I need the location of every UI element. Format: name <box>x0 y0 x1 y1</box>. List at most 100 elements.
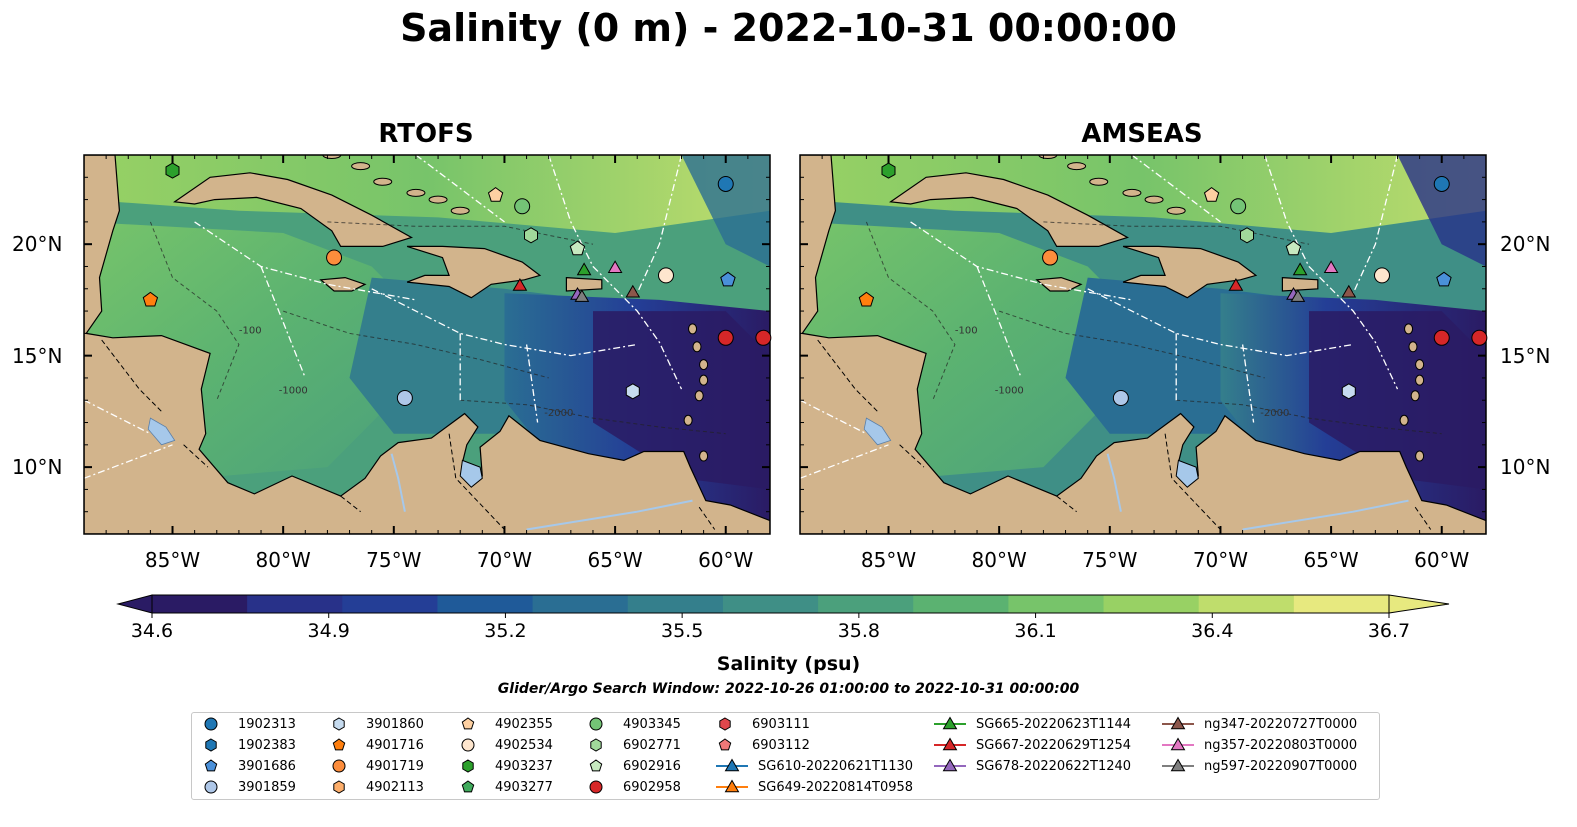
legend-label: 6903111 <box>752 716 810 732</box>
bathymetry-contour <box>327 221 594 245</box>
antilles-island <box>1415 359 1425 371</box>
lat-tick-label: 15°N <box>12 343 63 368</box>
lake-nicaragua <box>147 417 176 446</box>
platform-marker <box>1373 267 1390 284</box>
eez-boundary <box>976 266 1022 379</box>
colorbar-segment <box>913 595 1009 613</box>
legend-label: SG610-20220621T1130 <box>758 758 914 774</box>
map-panel-rtofs: -100 -1000 -2000 <box>83 154 772 535</box>
eez-boundary <box>800 399 867 435</box>
legend-marker <box>204 759 218 772</box>
river <box>1106 453 1122 512</box>
legend-label: 4902113 <box>366 779 424 795</box>
country-border <box>183 444 209 468</box>
legend-item: 4903277 <box>457 777 553 797</box>
eez-boundary <box>1087 288 1354 357</box>
legend-marker <box>942 716 958 730</box>
platform-marker <box>574 289 590 302</box>
legend-label: SG649-20220814T0958 <box>758 779 914 795</box>
legend-marker <box>724 758 740 772</box>
antilles-island <box>699 374 709 386</box>
legend-marker <box>589 780 603 794</box>
legend-marker-icon <box>716 779 748 793</box>
legend-label: 1902383 <box>238 737 296 753</box>
legend-marker-icon <box>589 717 603 731</box>
legend-item: 4902355 <box>457 714 553 734</box>
bathymetry-contour <box>865 221 956 401</box>
legend-marker-icon <box>333 717 345 731</box>
platform-marker <box>1203 186 1220 202</box>
legend-label: 3901859 <box>238 779 296 795</box>
legend-item: ng357-20220803T0000 <box>1160 735 1357 755</box>
legend-marker <box>461 780 475 793</box>
country-border <box>1414 506 1432 530</box>
legend-marker <box>333 717 345 731</box>
eez-boundary <box>260 266 306 379</box>
colorbar-tick-label: 34.6 <box>130 620 174 642</box>
colorbar-tick-label: 35.2 <box>484 620 527 642</box>
colorbar-segment <box>1293 595 1390 613</box>
legend-marker <box>589 717 603 731</box>
legend-marker <box>461 738 475 752</box>
legend-item: 6902958 <box>585 777 681 797</box>
legend-marker-icon <box>333 780 345 794</box>
platform-marker <box>576 262 592 276</box>
colorbar-extend-max <box>1388 594 1450 614</box>
legend-marker-icon <box>461 717 475 730</box>
eez-boundary <box>525 344 539 423</box>
antilles-island <box>688 323 698 335</box>
legend-label: 4903237 <box>495 758 553 774</box>
platform-marker <box>326 249 343 266</box>
legend-marker-icon <box>934 758 966 772</box>
antilles-island <box>699 359 709 371</box>
platform-marker <box>1433 175 1450 192</box>
legend-item: SG610-20220621T1130 <box>714 756 913 776</box>
colorbar-segment <box>1198 595 1295 613</box>
colorbar-tick-label: 35.8 <box>837 620 880 642</box>
map-panel-amseas: -100 -1000 -2000 <box>799 154 1488 535</box>
platform-marker <box>607 260 623 273</box>
colorbar-segment <box>1008 595 1105 613</box>
antilles-island <box>694 390 704 402</box>
platform-marker <box>1290 289 1306 302</box>
platform-marker <box>717 329 734 346</box>
platform-marker <box>755 329 772 346</box>
legend-marker <box>724 779 740 793</box>
legend-item: 3901859 <box>200 777 296 797</box>
legend-item: SG649-20220814T0958 <box>714 777 913 797</box>
river <box>1242 499 1409 531</box>
salinity-zone-core <box>593 311 770 490</box>
colorbar <box>116 594 1450 618</box>
colorbar-segment <box>247 595 343 613</box>
jamaica <box>1035 276 1083 292</box>
map-body-amseas: -100 -1000 -2000 <box>800 155 1486 534</box>
platform-marker <box>396 390 413 407</box>
lon-tick-label: 70°W <box>1192 548 1249 572</box>
legend-marker-icon <box>934 737 966 751</box>
lat-tick-label: 15°N <box>1500 343 1551 368</box>
legend-item: SG665-20220623T1144 <box>932 714 1131 734</box>
colorbar-segment <box>152 595 248 613</box>
legend-marker <box>942 758 958 772</box>
platform-marker <box>657 267 674 284</box>
cuba <box>173 172 414 247</box>
bahamas-island <box>1089 177 1109 186</box>
bahamas-island <box>373 177 393 186</box>
map-frame <box>83 154 771 535</box>
bahamas-island <box>450 206 470 215</box>
mainland <box>84 155 770 534</box>
legend-marker <box>462 759 474 773</box>
lon-tick-label: 80°W <box>255 548 311 572</box>
legend-label: SG678-20220622T1240 <box>976 758 1132 774</box>
platform-marker <box>1230 198 1247 215</box>
legend-item: 4903237 <box>457 756 553 776</box>
platform-marker <box>881 162 896 179</box>
platform-marker <box>1323 260 1339 273</box>
lat-tick-label: 20°N <box>1500 232 1551 257</box>
lon-tick-label: 65°W <box>587 548 643 572</box>
lake-maracaibo <box>459 459 483 488</box>
colorbar-title: Salinity (psu) <box>716 653 861 675</box>
legend-marker <box>942 737 958 751</box>
platform-marker <box>1471 329 1488 346</box>
